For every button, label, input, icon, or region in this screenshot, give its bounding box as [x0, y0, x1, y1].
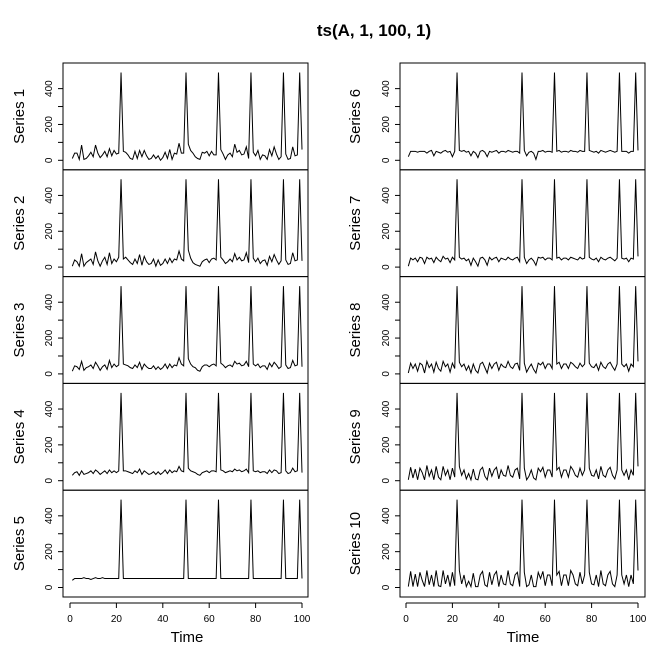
panel-8: Series 8 0 200 400: [347, 276, 646, 384]
series-label: Series 1: [11, 89, 28, 144]
x-tick-label: 0: [67, 614, 73, 625]
series-line: [71, 286, 303, 372]
series-label: Series 10: [347, 512, 364, 575]
y-tick-label: 0: [44, 584, 55, 590]
panel-5: Series 5 0 200 400 0 20 40 60 80 100: [11, 489, 311, 625]
x-tick-label: 60: [204, 614, 216, 625]
panel-6: Series 6 0 200 400: [347, 62, 646, 171]
series-label: Series 3: [11, 302, 28, 357]
x-tick-label: 40: [157, 614, 169, 625]
x-tick-label: 20: [111, 614, 123, 625]
x-axis-label-right: Time: [507, 629, 540, 646]
y-tick-label: 400: [44, 507, 55, 524]
y-tick-label: 0: [381, 157, 392, 163]
y-tick-label: 0: [381, 477, 392, 483]
series-label: Series 5: [11, 516, 28, 571]
panel-1: Series 1 0 200 400: [11, 62, 309, 171]
y-tick-label: 200: [44, 436, 55, 453]
y-tick-label: 0: [44, 157, 55, 163]
panel-7: Series 7 0 200 400: [347, 169, 646, 278]
series-line: [71, 392, 303, 477]
series-label: Series 4: [11, 409, 28, 464]
series-line: [71, 72, 303, 162]
x-tick-label: 80: [586, 614, 598, 625]
panel-3: Series 3 0 200 400: [11, 276, 309, 384]
panel-2: Series 2 0 200 400: [11, 169, 309, 278]
panel-frame: [62, 489, 309, 598]
y-tick-label: 400: [381, 507, 392, 524]
series-line: [71, 179, 303, 268]
x-tick-label: 80: [250, 614, 262, 625]
x-tick-label: 20: [447, 614, 459, 625]
y-tick-label: 0: [381, 371, 392, 377]
y-tick-label: 400: [381, 187, 392, 204]
series-label: Series 8: [347, 302, 364, 357]
panel-9: Series 9 0 200 400: [347, 382, 646, 491]
y-tick-label: 0: [381, 584, 392, 590]
x-tick-label: 40: [493, 614, 505, 625]
series-label: Series 9: [347, 409, 364, 464]
series-line: [407, 286, 639, 375]
y-tick-label: 400: [44, 293, 55, 310]
chart-title: ts(A, 1, 100, 1): [317, 21, 431, 40]
y-tick-label: 200: [381, 116, 392, 133]
y-tick-label: 400: [381, 400, 392, 417]
y-tick-label: 400: [44, 80, 55, 97]
y-tick-label: 200: [44, 329, 55, 346]
series-line: [407, 179, 639, 268]
y-tick-label: 400: [44, 400, 55, 417]
series-label: Series 2: [11, 196, 28, 251]
y-tick-label: 200: [381, 436, 392, 453]
y-tick-label: 200: [381, 329, 392, 346]
series-line: [72, 499, 303, 581]
y-tick-label: 0: [44, 371, 55, 377]
series-label: Series 6: [347, 89, 364, 144]
y-tick-label: 400: [381, 80, 392, 97]
panel-4: Series 4 0 200 400: [11, 382, 309, 491]
x-axis-label-left: Time: [171, 629, 204, 646]
y-tick-label: 0: [44, 264, 55, 270]
x-tick-label: 100: [630, 614, 647, 625]
y-tick-label: 200: [44, 116, 55, 133]
y-tick-label: 200: [381, 222, 392, 239]
panel-10: Series 10 0 200 400 0 20 40 60 80 100: [347, 489, 647, 625]
y-tick-label: 400: [44, 187, 55, 204]
y-tick-label: 200: [44, 543, 55, 560]
y-tick-label: 0: [381, 264, 392, 270]
x-tick-label: 60: [540, 614, 552, 625]
series-line: [407, 392, 639, 482]
series-line: [407, 72, 639, 162]
y-tick-label: 400: [381, 293, 392, 310]
x-tick-label: 100: [294, 614, 311, 625]
panel-frame: [399, 489, 646, 598]
y-tick-label: 200: [44, 222, 55, 239]
series-label: Series 7: [347, 196, 364, 251]
x-tick-label: 0: [403, 614, 409, 625]
y-tick-label: 0: [44, 477, 55, 483]
y-tick-label: 200: [381, 543, 392, 560]
series-line: [407, 499, 639, 589]
